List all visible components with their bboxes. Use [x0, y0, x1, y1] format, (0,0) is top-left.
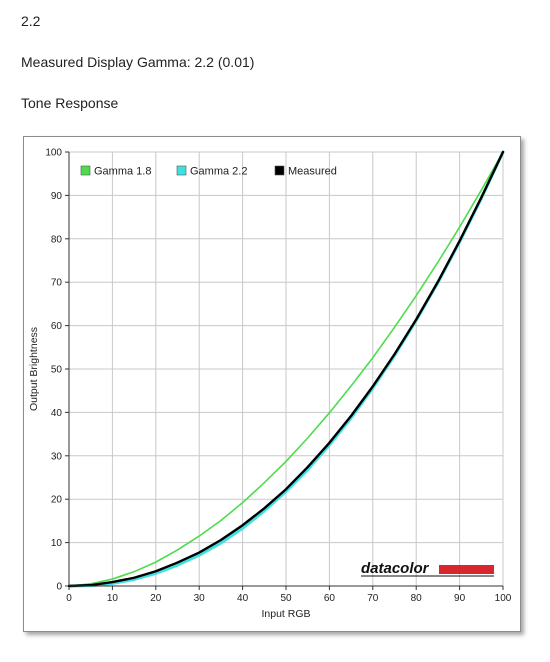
x-tick-label: 70	[367, 593, 379, 604]
tone-response-chart-panel: 0 10 20 30 40 50 60 70 80 90 100 0 10 20 30 40 50 60 70 80 9…	[23, 136, 521, 632]
legend-swatch	[274, 165, 285, 176]
x-tick-label: 0	[66, 593, 72, 604]
x-tick-label: 20	[150, 593, 162, 604]
series-lines	[67, 150, 505, 588]
x-tick-label: 40	[237, 593, 249, 604]
datacolor-logo-text: datacolor	[361, 560, 430, 577]
legend-label: Gamma 1.8	[94, 166, 151, 178]
y-tick-label: 50	[51, 365, 63, 376]
tone-response-chart: 0 10 20 30 40 50 60 70 80 90 100 0 10 20 30 40 50 60 70 80 9…	[28, 148, 512, 621]
datacolor-logo: datacolor	[361, 560, 494, 577]
x-tick-label: 60	[324, 593, 336, 604]
legend-swatch	[80, 165, 91, 176]
y-tick-label: 90	[51, 191, 63, 202]
y-tick-label: 0	[56, 582, 62, 593]
x-tick-label: 50	[280, 593, 292, 604]
y-tick-label: 40	[51, 408, 63, 419]
y-tick-label: 60	[51, 321, 63, 332]
tone-response-heading: Tone Response	[21, 95, 119, 111]
legend-swatch	[176, 165, 187, 176]
legend-item-measured: Measured	[274, 165, 337, 178]
y-tick-label: 30	[51, 451, 63, 462]
x-tick-label: 80	[411, 593, 423, 604]
grid-lines	[68, 151, 504, 587]
y-tick-label: 20	[51, 495, 63, 506]
y-tick-label: 80	[51, 234, 63, 245]
x-axis-title: Input RGB	[261, 608, 310, 620]
x-tick-label: 10	[107, 593, 119, 604]
legend: Gamma 1.8 Gamma 2.2 Measured	[80, 165, 337, 178]
axis-ticks: 0 10 20 30 40 50 60 70 80 90 100 0 10 20 30 40 50 60 70 80 9…	[45, 148, 511, 605]
legend-item-gamma-1-8: Gamma 1.8	[80, 165, 151, 178]
x-tick-label: 30	[194, 593, 206, 604]
datacolor-logo-bar	[439, 565, 494, 574]
section-number: 2.2	[21, 13, 41, 29]
y-tick-label: 70	[51, 278, 63, 289]
series-line-measured	[67, 150, 505, 588]
series-line-gamma-1-8	[68, 151, 504, 587]
legend-item-gamma-2-2: Gamma 2.2	[176, 165, 247, 178]
y-tick-label: 100	[45, 148, 62, 159]
x-tick-label: 90	[454, 593, 466, 604]
legend-label: Gamma 2.2	[190, 166, 247, 178]
x-tick-label: 100	[495, 593, 512, 604]
measured-gamma-summary: Measured Display Gamma: 2.2 (0.01)	[21, 54, 255, 70]
legend-label: Measured	[288, 166, 337, 178]
y-axis-title: Output Brightness	[28, 327, 40, 411]
y-tick-label: 10	[51, 538, 63, 549]
